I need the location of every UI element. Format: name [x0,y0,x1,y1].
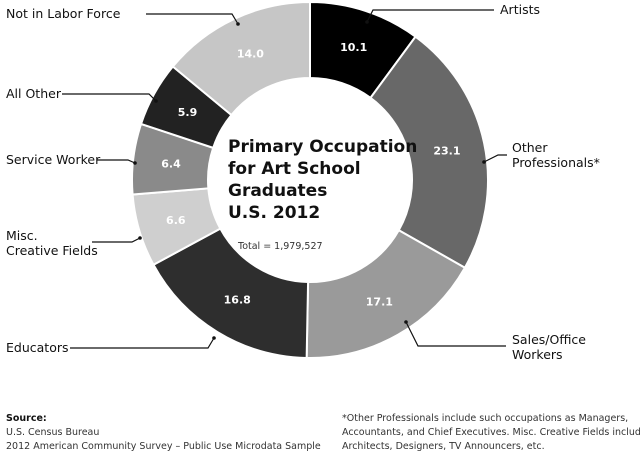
category-label: Other Professionals* [512,140,600,170]
value-label: 14.0 [237,47,264,60]
leader-dot [404,320,408,324]
leader-line [146,13,239,25]
category-label: Artists [500,2,540,17]
category-label: Sales/Office Workers [512,332,586,362]
value-label: 6.6 [166,214,186,227]
leader-line [366,9,494,23]
footnote: *Other Professionals include such occupa… [342,413,640,452]
value-label: 16.8 [224,294,251,307]
leader-line [70,337,215,349]
leader-line [62,93,157,102]
value-label: 17.1 [366,296,393,309]
value-label: 6.4 [161,157,181,170]
chart-title: Primary Occupation for Art School Graduate… [228,137,417,223]
value-label: 10.1 [340,41,367,54]
leader-line [405,321,506,347]
leader-dot [236,22,240,26]
leader-dot [133,161,137,165]
source-line: U.S. Census Bureau [6,427,99,438]
donut-slice [369,35,489,270]
source-line: 2012 American Community Survey – Public … [6,441,321,452]
leader-dot [138,236,142,240]
leader-dot [482,160,486,164]
value-label: 5.9 [178,106,198,119]
leader-line [92,237,141,243]
category-label: Service Worker [6,152,101,167]
leader-dot [154,99,158,103]
leader-line [97,159,136,164]
category-label: All Other [6,86,62,101]
category-label: Educators [6,340,69,355]
category-label: Misc. Creative Fields [6,228,98,258]
source-heading: Source: [6,413,47,424]
leader-dot [212,336,216,340]
leader-dot [365,20,369,24]
donut-slice [171,0,311,117]
total-label: Total = 1,979,527 [237,241,323,252]
category-label: Not in Labor Force [6,6,121,21]
value-label: 23.1 [433,145,460,158]
leader-line [483,154,507,163]
